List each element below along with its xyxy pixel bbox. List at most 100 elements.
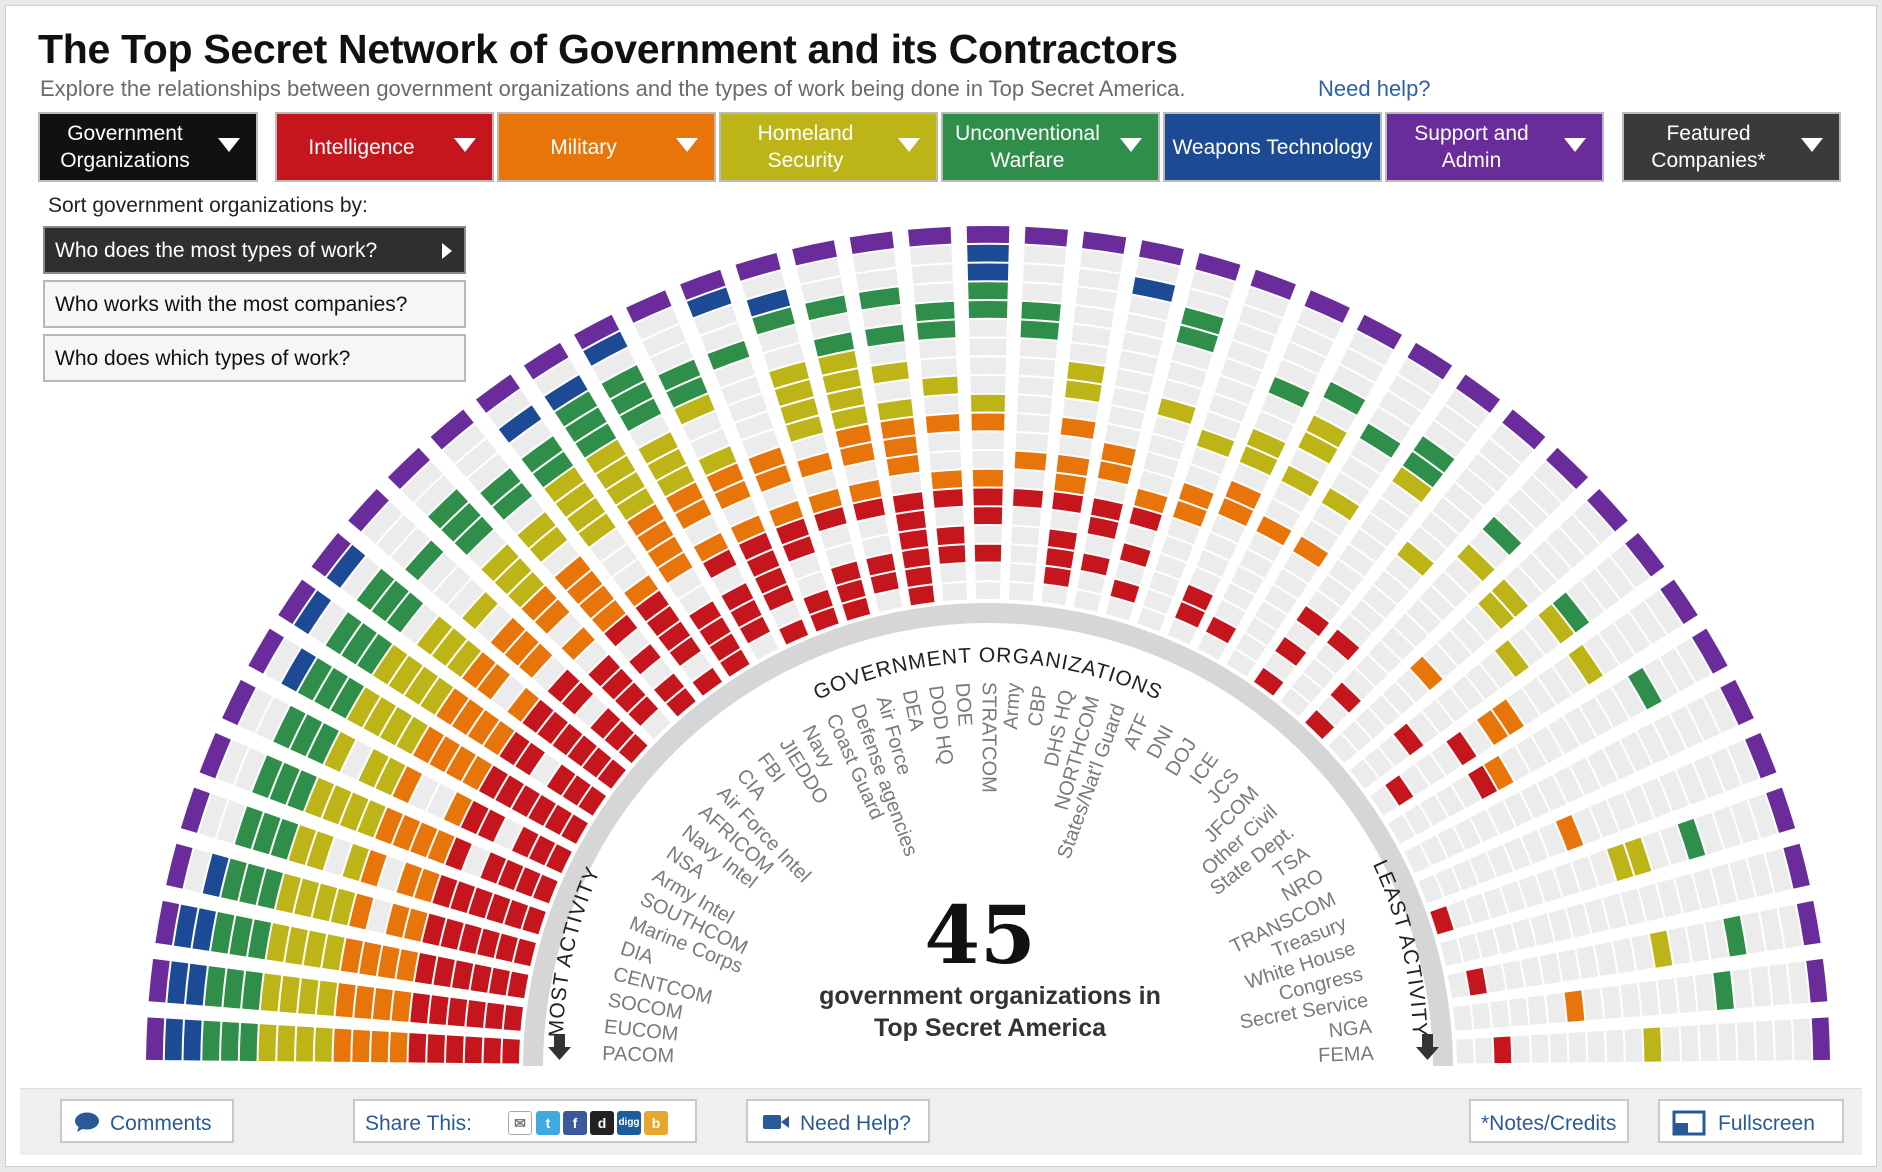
- activity-cell: [167, 961, 189, 1005]
- activity-cell: [1570, 757, 1601, 796]
- activity-cell: [1750, 966, 1772, 1007]
- activity-cell: [324, 837, 352, 876]
- sort-which-types-button[interactable]: Who does which types of work?: [43, 334, 466, 382]
- org-label[interactable]: NGA: [1328, 1016, 1374, 1042]
- activity-cell: [1478, 438, 1521, 478]
- org-label[interactable]: STRATCOM: [978, 682, 1000, 793]
- email-icon[interactable]: ✉: [508, 1111, 532, 1135]
- tab-label: Government Organizations: [60, 122, 190, 172]
- delicious-icon[interactable]: d: [590, 1111, 614, 1135]
- activity-cell: [831, 561, 861, 585]
- activity-cell: [1328, 559, 1364, 592]
- activity-cell: [1373, 570, 1409, 605]
- notes-credits-button[interactable]: *Notes/Credits: [1469, 1099, 1629, 1143]
- activity-cell: [634, 307, 679, 340]
- dropdown-arrow-icon: [898, 138, 920, 152]
- activity-cell: [341, 740, 373, 780]
- activity-cell: [1167, 518, 1200, 545]
- activity-cell: [534, 599, 570, 634]
- activity-cell: [1546, 447, 1589, 490]
- facebook-icon[interactable]: f: [563, 1111, 587, 1135]
- digg-icon[interactable]: digg: [617, 1111, 641, 1135]
- activity-cell: [413, 726, 444, 764]
- activity-cell: [462, 844, 489, 878]
- activity-cell: [1246, 428, 1286, 459]
- notes-credits-label: *Notes/Credits: [1481, 1112, 1617, 1135]
- activity-cell: [1687, 697, 1720, 741]
- activity-cell: [920, 357, 958, 378]
- tab-unconventional-warfare[interactable]: Unconventional Warfare: [941, 112, 1160, 182]
- org-label[interactable]: CBP: [1024, 684, 1052, 728]
- activity-cell: [1492, 699, 1524, 735]
- sort-most-types-button[interactable]: Who does the most types of work?: [43, 226, 466, 274]
- need-help-link[interactable]: Need help?: [1318, 76, 1431, 101]
- org-label[interactable]: FEMA: [1318, 1043, 1375, 1067]
- activity-cell: [1331, 365, 1375, 399]
- activity-cell: [590, 528, 627, 562]
- activity-cell: [533, 874, 558, 904]
- activity-cell: [1454, 818, 1482, 850]
- buzz-icon[interactable]: b: [644, 1111, 668, 1135]
- tab-label: Weapons Technology: [1172, 135, 1373, 159]
- activity-cell: [1596, 556, 1635, 599]
- tab-military[interactable]: Military: [497, 112, 716, 182]
- activity-cell: [693, 532, 729, 562]
- sort-most-companies-button[interactable]: Who works with the most companies?: [43, 280, 466, 328]
- comments-button[interactable]: Comments: [60, 1099, 234, 1143]
- activity-cell: [975, 582, 1001, 600]
- tab-intelligence[interactable]: Intelligence: [275, 112, 494, 182]
- activity-cell: [1018, 357, 1056, 378]
- activity-cell: [1512, 1035, 1530, 1063]
- activity-cell: [404, 666, 438, 705]
- activity-cell: [396, 716, 428, 755]
- activity-cell: [968, 300, 1008, 318]
- activity-cell: [1305, 710, 1335, 739]
- activity-cell: [277, 1025, 296, 1062]
- need-help-button[interactable]: Need Help?: [746, 1099, 930, 1143]
- activity-cell: [222, 679, 256, 726]
- activity-cell: [1382, 682, 1415, 715]
- activity-cell: [714, 358, 756, 388]
- activity-cell: [1505, 566, 1543, 605]
- activity-cell: [1431, 572, 1468, 608]
- activity-cell: [426, 783, 456, 819]
- activity-cell: [698, 446, 737, 476]
- activity-cell: [574, 314, 620, 350]
- org-label[interactable]: Army: [1000, 682, 1025, 730]
- activity-cell: [1478, 592, 1514, 630]
- activity-cell: [699, 617, 731, 646]
- activity-cell: [1105, 597, 1134, 621]
- activity-cell: [1388, 375, 1432, 411]
- organization-count: 45: [924, 888, 1036, 982]
- activity-cell: [741, 271, 786, 299]
- activity-cell: [647, 536, 683, 568]
- twitter-icon[interactable]: t: [536, 1111, 560, 1135]
- org-label[interactable]: PACOM: [602, 1043, 675, 1067]
- activity-grid: [146, 225, 1830, 1064]
- count-caption: government organizations in Top Secret A…: [790, 980, 1190, 1044]
- activity-cell: [915, 301, 955, 322]
- activity-cell: [1162, 380, 1202, 406]
- activity-cell: [1676, 762, 1707, 805]
- fullscreen-button[interactable]: Fullscreen: [1658, 1099, 1844, 1143]
- activity-cell: [720, 649, 750, 677]
- tab-featured-companies[interactable]: Featured Companies*: [1622, 112, 1841, 182]
- activity-cell: [1519, 553, 1557, 593]
- activity-cell: [627, 504, 664, 536]
- activity-cell: [1355, 708, 1386, 739]
- tab-government-organizations[interactable]: Government Organizations: [38, 112, 258, 182]
- activity-cell: [1132, 277, 1176, 302]
- tab-weapons-technology[interactable]: Weapons Technology: [1163, 112, 1382, 182]
- tab-homeland-security[interactable]: Homeland Security: [719, 112, 938, 182]
- tab-support-and-admin[interactable]: Support and Admin: [1385, 112, 1604, 182]
- activity-cell: [796, 571, 827, 597]
- activity-cell: [1455, 468, 1496, 506]
- activity-cell: [183, 1019, 202, 1061]
- org-label[interactable]: DOE: [951, 682, 976, 727]
- activity-cell: [971, 413, 1005, 431]
- activity-cell: [1328, 733, 1358, 764]
- activity-cell: [1364, 747, 1394, 778]
- activity-cell: [1538, 822, 1566, 858]
- activity-cell: [186, 963, 207, 1006]
- activity-cell: [690, 428, 730, 459]
